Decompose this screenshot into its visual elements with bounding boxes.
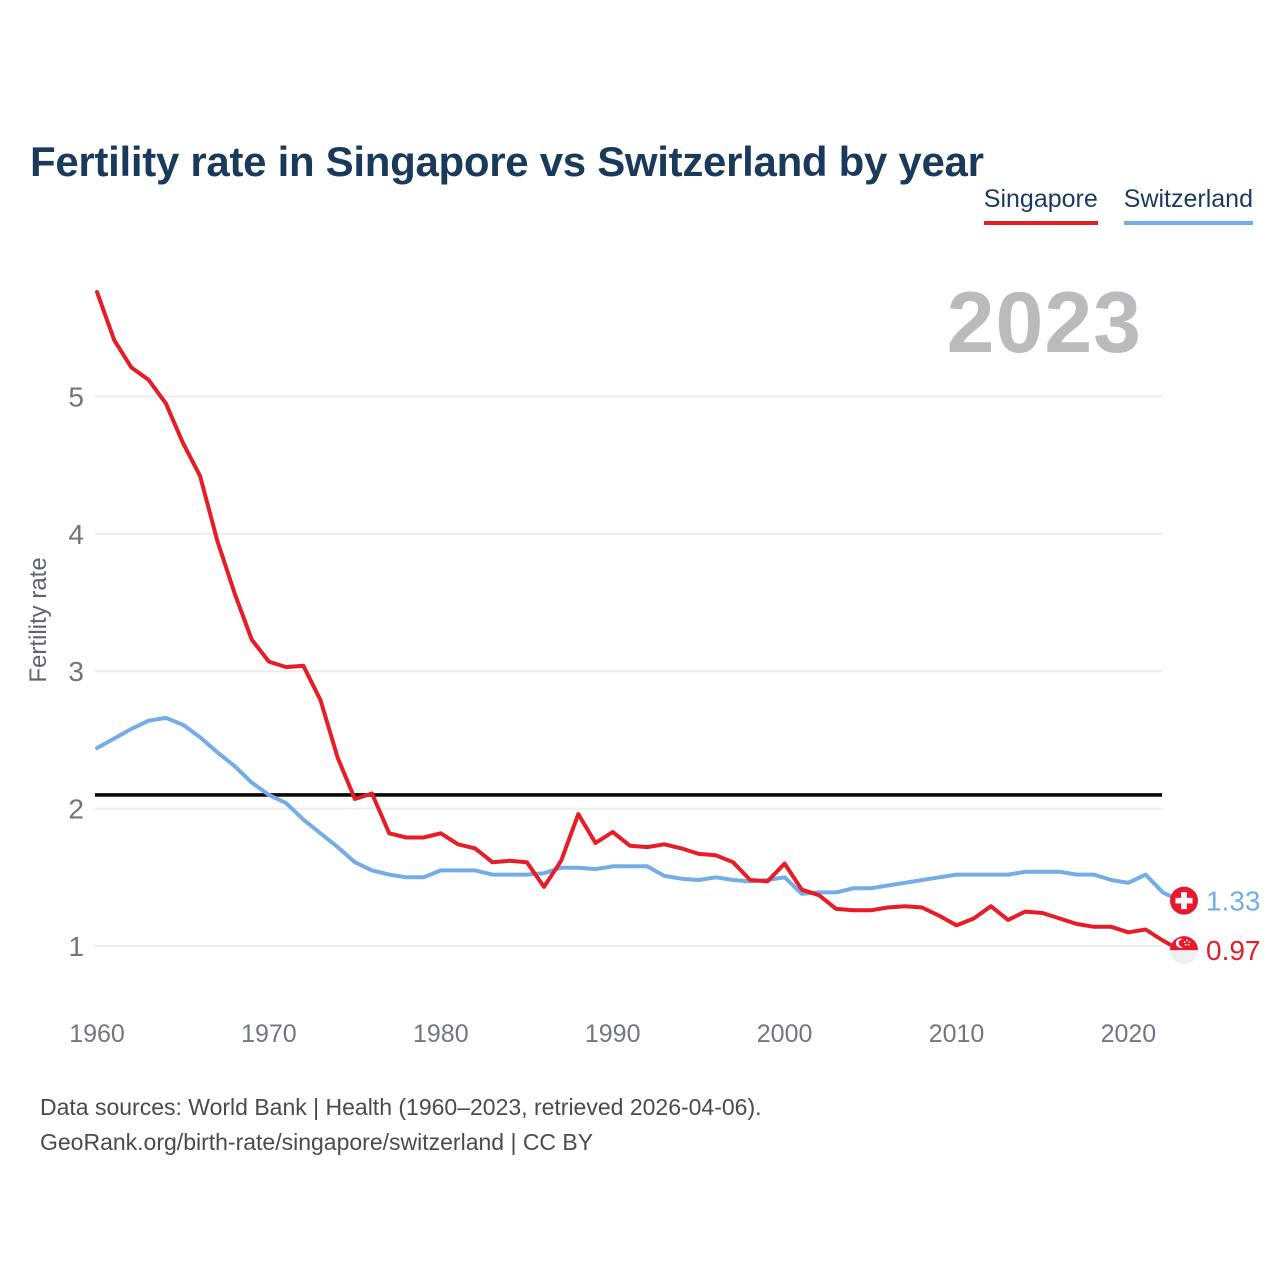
switzerland-flag-icon (1170, 886, 1198, 915)
series-line-switzerland (95, 715, 1182, 903)
x-tick-label: 2010 (929, 1020, 985, 1048)
x-tick-label: 1990 (585, 1020, 641, 1048)
series-line-singapore (95, 290, 1182, 953)
y-tick-label: 5 (68, 381, 84, 412)
x-tick-label: 2000 (757, 1020, 813, 1048)
y-axis-title: Fertility rate (25, 557, 52, 682)
singapore-flag-icon (1170, 936, 1198, 965)
y-tick-label: 2 (68, 794, 84, 825)
footer: Data sources: World Bank | Health (1960–… (40, 1090, 762, 1160)
year-watermark: 2023 (946, 275, 1142, 371)
footer-sources-line: Data sources: World Bank | Health (1960–… (40, 1094, 762, 1120)
y-tick-label: 4 (68, 519, 84, 550)
y-tick-label: 1 (68, 931, 84, 962)
end-value-label-singapore: 0.97 (1206, 935, 1261, 966)
x-tick-label: 1980 (413, 1020, 469, 1048)
footer-attribution-line: GeoRank.org/birth-rate/singapore/switzer… (40, 1129, 594, 1155)
legend-item-switzerland[interactable]: Switzerland (1123, 185, 1253, 225)
legend: Singapore Switzerland (983, 185, 1253, 225)
x-tick-label: 2020 (1101, 1020, 1157, 1048)
page-title: Fertility rate in Singapore vs Switzerla… (30, 138, 984, 186)
y-tick-label: 3 (68, 656, 84, 687)
legend-item-singapore[interactable]: Singapore (983, 185, 1098, 225)
x-tick-label: 1970 (241, 1020, 297, 1048)
end-value-label-switzerland: 1.33 (1206, 886, 1261, 917)
x-tick-label: 1960 (69, 1020, 125, 1048)
